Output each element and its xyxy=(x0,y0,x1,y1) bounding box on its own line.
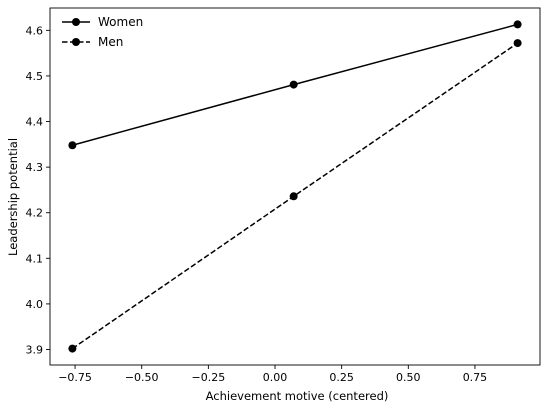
data-point-1-2 xyxy=(513,39,522,48)
legend-label-0: Women xyxy=(98,15,143,29)
x-tick-label: −0.25 xyxy=(191,371,225,384)
y-axis-label: Leadership potential xyxy=(6,138,20,256)
data-point-1-0 xyxy=(68,344,77,353)
legend-label-1: Men xyxy=(98,35,123,49)
x-tick-label: 0.00 xyxy=(263,371,288,384)
x-axis: −0.75 −0.50 −0.25 0.00 0.25 0.50 0.75 xyxy=(58,365,487,384)
data-point-0-2 xyxy=(513,20,522,29)
plot-area xyxy=(49,7,541,366)
y-tick-label: 4.4 xyxy=(26,116,44,129)
legend-marker-1 xyxy=(72,38,80,46)
x-tick-label: −0.50 xyxy=(125,371,159,384)
y-tick-label: 4.6 xyxy=(26,24,44,37)
legend-marker-0 xyxy=(72,18,80,26)
y-tick-label: 3.9 xyxy=(26,343,44,356)
x-tick-label: 0.25 xyxy=(329,371,354,384)
axes-frame xyxy=(49,7,541,366)
x-tick-label: 0.50 xyxy=(396,371,421,384)
x-axis-label: Achievement motive (centered) xyxy=(206,389,389,403)
legend: Women Men xyxy=(62,15,143,49)
y-tick-label: 4.1 xyxy=(26,252,44,265)
y-tick-label: 4.2 xyxy=(26,207,44,220)
y-axis: 3.9 4.0 4.1 4.2 4.3 4.4 4.5 4.6 xyxy=(26,24,50,356)
data-point-1-1 xyxy=(289,192,298,201)
x-tick-label: −0.75 xyxy=(58,371,92,384)
data-point-0-1 xyxy=(289,80,298,89)
y-tick-label: 4.3 xyxy=(26,161,44,174)
y-tick-label: 4.0 xyxy=(26,298,44,311)
x-tick-label: 0.75 xyxy=(463,371,488,384)
data-point-0-0 xyxy=(68,141,77,150)
y-tick-label: 4.5 xyxy=(26,70,44,83)
